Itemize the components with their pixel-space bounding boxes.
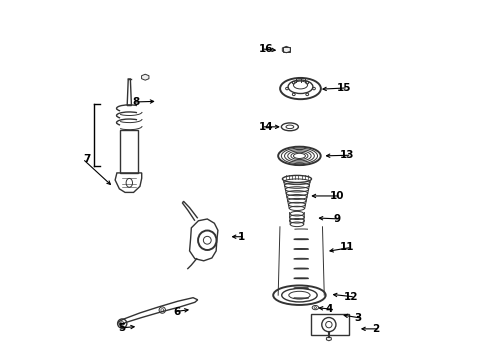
Text: 11: 11 [339, 242, 354, 252]
Bar [283, 48, 289, 52]
Text: 15: 15 [336, 83, 350, 93]
Text: 4: 4 [325, 304, 333, 314]
Text: 14: 14 [258, 122, 272, 132]
Bar [310, 314, 348, 335]
Text: 3: 3 [354, 313, 361, 323]
Polygon shape [142, 74, 149, 80]
Text: 13: 13 [339, 150, 354, 160]
Bar [120, 130, 138, 173]
Text: 16: 16 [258, 44, 272, 54]
Text: 5: 5 [119, 323, 125, 333]
Text: 8: 8 [133, 97, 140, 107]
Text: 9: 9 [332, 214, 340, 224]
Polygon shape [282, 46, 290, 53]
Polygon shape [325, 337, 331, 341]
Text: 7: 7 [83, 154, 90, 164]
Text: 12: 12 [343, 292, 357, 302]
Text: 2: 2 [371, 324, 379, 334]
Text: 1: 1 [237, 232, 244, 242]
Text: 10: 10 [329, 191, 343, 201]
Text: 6: 6 [173, 307, 181, 317]
